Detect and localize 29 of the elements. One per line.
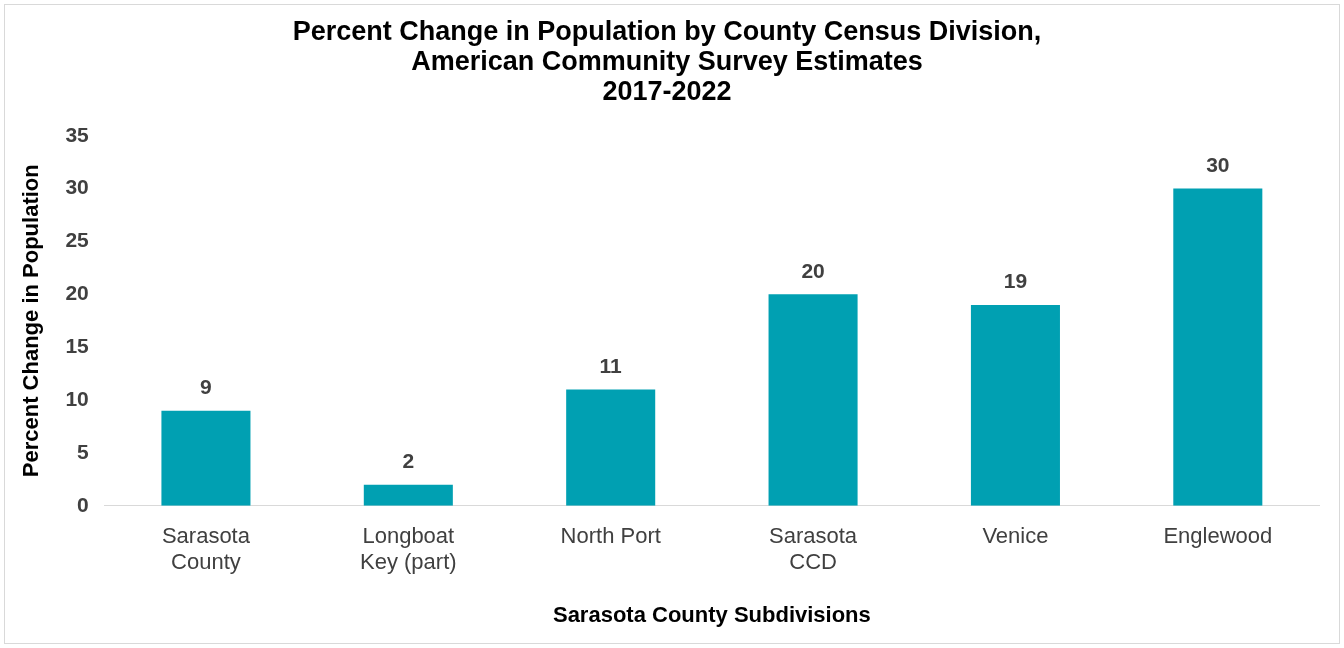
x-tick-label: Sarasota CCD	[769, 523, 858, 575]
bar	[1173, 188, 1263, 506]
data-label: 30	[1206, 152, 1230, 176]
x-tick-label: North Port	[560, 523, 661, 549]
y-tick-label: 20	[65, 281, 89, 305]
data-label: 20	[801, 258, 825, 282]
data-label: 9	[200, 374, 212, 398]
x-axis-title: Sarasota County Subdivisions	[552, 601, 871, 627]
x-tick-label: Englewood	[1163, 523, 1273, 549]
y-tick-label: 15	[65, 333, 90, 357]
x-tick-label: Longboat Key (part)	[360, 523, 457, 575]
y-tick-label: 25	[65, 228, 90, 252]
bar	[161, 410, 251, 506]
bar	[768, 294, 858, 506]
y-tick-label: 5	[77, 439, 90, 463]
y-tick-label: 10	[65, 386, 89, 410]
y-tick-label: 35	[65, 122, 90, 146]
x-tick-label: Venice	[982, 523, 1049, 549]
chart-title: Percent Change in Population by County Census Division, American Community Survey Estimates 2017-2022	[292, 15, 1042, 107]
bar	[566, 389, 656, 506]
x-tick-label: Sarasota County	[161, 523, 251, 575]
data-label: 11	[599, 353, 623, 377]
bar	[970, 304, 1060, 506]
data-label: 19	[1003, 269, 1028, 293]
y-tick-label: 0	[77, 492, 89, 516]
bar	[363, 484, 453, 506]
y-axis-title: Percent Change in Population	[18, 164, 44, 478]
data-label: 2	[402, 448, 415, 472]
y-tick-label: 30	[65, 175, 89, 199]
